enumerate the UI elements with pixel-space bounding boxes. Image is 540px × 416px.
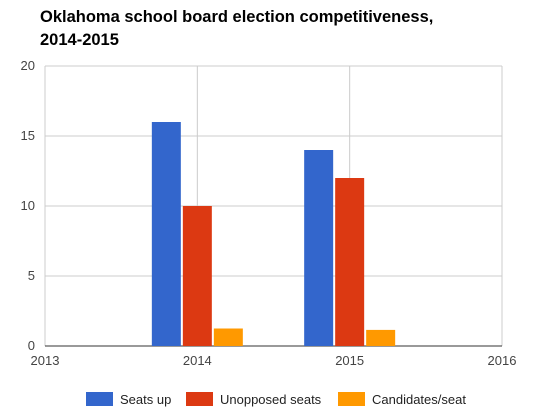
x-tick-label: 2015 [335,353,364,368]
chart-title-line-2: 2014-2015 [40,31,119,49]
x-tick-label: 2014 [183,353,212,368]
legend-swatch-candidates-seat [338,392,365,406]
legend: Seats up Unopposed seats Candidates/seat [86,392,466,407]
bar-candidates-seat-2014 [213,328,243,346]
chart-title: Oklahoma school board election competiti… [40,6,500,52]
y-tick-label: 10 [21,198,35,213]
legend-swatch-seats-up [86,392,113,406]
bar-seats-up-2015 [304,150,334,346]
y-tick-label: 15 [21,128,35,143]
legend-label-candidates-seat: Candidates/seat [372,392,466,407]
y-tick-label: 5 [28,268,35,283]
chart-title-line-1: Oklahoma school board election competiti… [40,8,434,26]
legend-label-seats-up: Seats up [120,392,171,407]
x-tick-label: 2013 [31,353,60,368]
x-tick-label: 2016 [488,353,517,368]
gridlines [44,65,503,346]
bar-candidates-seat-2015 [366,329,396,346]
y-tick-label: 0 [28,338,35,353]
bar-seats-up-2014 [151,122,181,346]
bars [151,122,396,346]
bar-unopposed-seats-2015 [335,178,365,346]
bar-unopposed-seats-2014 [182,206,212,346]
legend-swatch-unopposed-seats [186,392,213,406]
y-tick-label: 20 [21,58,35,73]
legend-label-unopposed-seats: Unopposed seats [220,392,322,407]
tick-labels: 0 5 10 15 20 2013 2014 2015 2016 [21,58,517,368]
